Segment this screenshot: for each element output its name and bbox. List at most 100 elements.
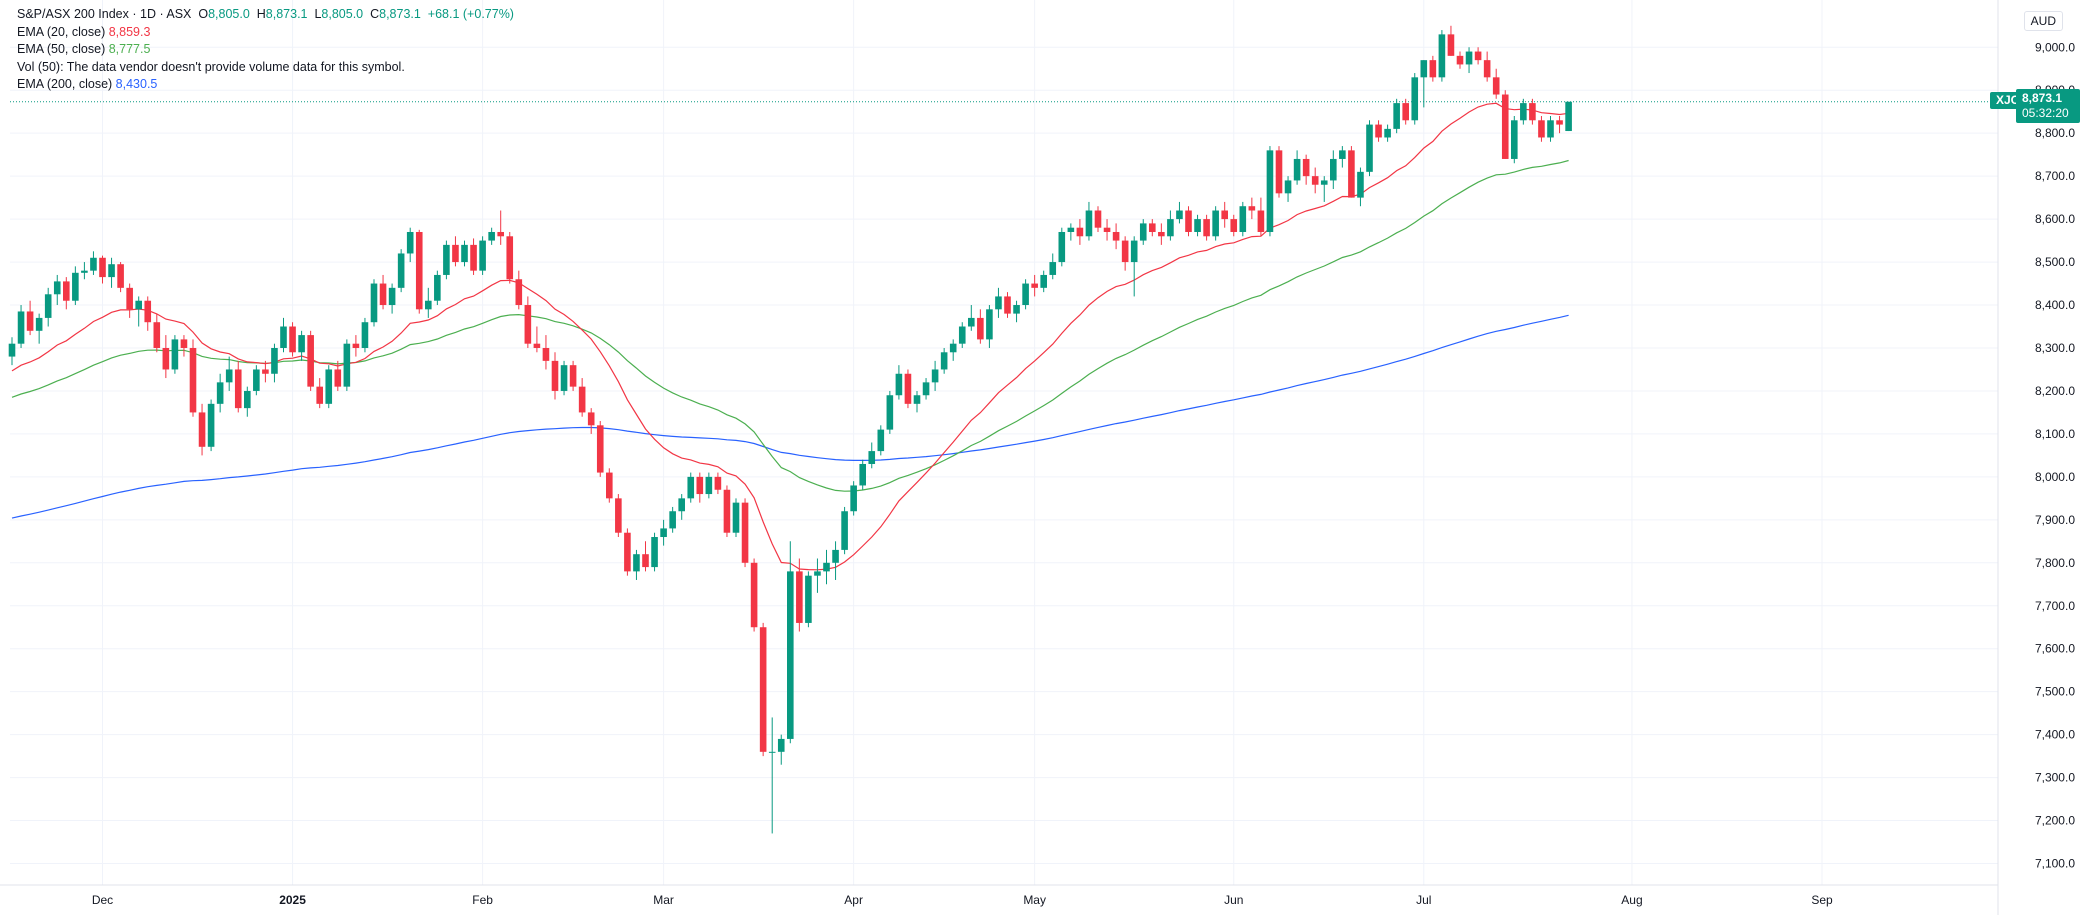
ema200-row[interactable]: EMA (200, close) 8,430.5 <box>17 76 514 94</box>
volume-notice: Vol (50): The data vendor doesn't provid… <box>17 59 405 74</box>
candle-up <box>877 429 885 452</box>
candle-up <box>1339 150 1346 159</box>
y-tick-label: 8,700.0 <box>2035 169 2075 183</box>
currency-label[interactable]: AUD <box>2023 11 2063 31</box>
candle-down <box>379 283 387 306</box>
candle-down <box>26 311 34 331</box>
candle-down <box>144 300 152 323</box>
candle-down <box>1302 158 1310 177</box>
candle-up <box>669 511 676 529</box>
candle-up <box>388 287 396 306</box>
candle-down <box>750 562 758 628</box>
candle-down <box>1257 210 1265 232</box>
symbol-title[interactable]: S&P/ASX 200 Index · 1D · ASX <box>17 7 192 21</box>
y-tick-label: 7,300.0 <box>2035 771 2075 785</box>
candle-down <box>1375 124 1382 138</box>
x-tick-label: Sep <box>1811 893 1833 907</box>
candle-down <box>1456 55 1464 65</box>
candle-up <box>1040 274 1047 288</box>
ema20-label: EMA (20, close) <box>17 24 106 39</box>
candle-up <box>280 326 287 348</box>
candle-down <box>533 343 541 348</box>
candle-up <box>253 369 260 391</box>
candle-up <box>787 571 794 739</box>
candle-up <box>1130 240 1138 263</box>
y-tick-label: 8,300.0 <box>2035 341 2075 355</box>
candle-down <box>1203 219 1210 237</box>
candle-down <box>1501 94 1509 159</box>
candle-up <box>949 343 957 353</box>
candle-up <box>913 395 921 404</box>
candle-down <box>642 554 649 568</box>
last-price: 8,873.1 <box>2022 91 2063 105</box>
candle-up <box>443 244 450 275</box>
candle-down <box>1538 120 1545 138</box>
candle-up <box>814 571 821 576</box>
candle-up <box>1320 180 1328 185</box>
candle-up <box>72 272 79 301</box>
y-tick-label: 8,400.0 <box>2035 298 2075 312</box>
y-tick-label: 8,800.0 <box>2035 126 2075 140</box>
ema50-value: 8,777.5 <box>108 42 151 56</box>
candle-up <box>361 322 369 348</box>
candle-down <box>796 571 803 623</box>
candle-down <box>741 502 749 563</box>
ema20-row[interactable]: EMA (20, close) 8,859.3 <box>17 24 514 42</box>
close-label: C <box>370 7 380 21</box>
candle-up <box>1411 77 1419 121</box>
candle-up <box>651 537 658 568</box>
candle-up <box>958 326 966 344</box>
candle-down <box>1275 150 1283 194</box>
candle-down <box>1230 219 1238 232</box>
low-label: L <box>314 7 322 21</box>
candle-up <box>823 562 830 572</box>
candles <box>8 25 1572 834</box>
candle-down <box>497 231 504 237</box>
candle-up <box>1058 231 1066 263</box>
candle-up <box>1167 219 1174 237</box>
candle-down <box>189 347 197 413</box>
candle-up <box>560 365 568 391</box>
candle-up <box>678 498 685 512</box>
candle-down <box>1474 51 1482 61</box>
candle-up <box>768 751 776 753</box>
candle-down <box>126 287 133 310</box>
volume-row[interactable]: Vol (50): The data vendor doesn't provid… <box>17 59 514 77</box>
y-tick-label: 7,900.0 <box>2035 513 2075 527</box>
candle-down <box>977 317 984 340</box>
x-tick-label: Jul <box>1416 893 1431 907</box>
candle-up <box>225 369 233 383</box>
candle-down <box>506 236 514 280</box>
high-label: H <box>256 7 266 21</box>
candle-down <box>624 532 631 572</box>
candle-down <box>1149 223 1156 232</box>
candle-down <box>63 281 70 301</box>
candle-up <box>17 311 25 344</box>
candle-up <box>660 528 667 538</box>
y-tick-label: 7,600.0 <box>2035 642 2075 656</box>
x-tick-label: Mar <box>653 893 674 907</box>
y-tick-label: 8,100.0 <box>2035 427 2075 441</box>
low-value: 8,805.0 <box>321 7 364 21</box>
candle-down <box>470 244 477 271</box>
candle-up <box>343 343 351 387</box>
candle-up <box>8 343 16 357</box>
ema200-path <box>11 314 1569 519</box>
candle-down <box>262 369 269 374</box>
x-tick-label: Jun <box>1224 893 1243 907</box>
candle-down <box>1031 283 1038 288</box>
candle-up <box>1511 120 1518 159</box>
candle-up <box>81 270 88 273</box>
x-tick-label: Dec <box>92 893 113 907</box>
candle-down <box>1112 231 1120 241</box>
candle-down <box>551 360 559 391</box>
candle-down <box>615 498 622 533</box>
x-tick-label: 2025 <box>279 893 306 907</box>
candle-up <box>922 382 930 396</box>
candle-down <box>452 244 459 263</box>
candle-up <box>90 257 97 271</box>
candle-down <box>587 412 595 426</box>
ema50-row[interactable]: EMA (50, close) 8,777.5 <box>17 41 514 59</box>
candle-down <box>1248 206 1256 211</box>
